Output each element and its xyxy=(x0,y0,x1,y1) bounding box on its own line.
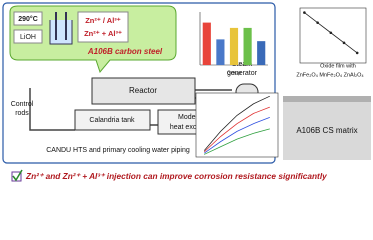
injection-box xyxy=(77,11,129,43)
reactor-box xyxy=(91,77,196,105)
bar xyxy=(216,39,225,65)
caption: CANDU HTS and primary cooling water pipi… xyxy=(46,147,190,154)
moderator: heat exchanger xyxy=(170,124,219,131)
curve xyxy=(204,128,270,155)
temp-box xyxy=(13,11,43,26)
oxide-layer xyxy=(283,96,371,102)
matrix xyxy=(283,102,371,160)
bar xyxy=(243,27,252,65)
control-rods: Control xyxy=(11,101,34,108)
calandria-box xyxy=(74,109,151,131)
bar xyxy=(202,22,211,66)
reactor: Reactor xyxy=(129,86,157,95)
profile-point xyxy=(329,31,333,35)
bar xyxy=(257,41,266,65)
steam-generator: Steam xyxy=(232,61,252,68)
matrix-label: A106B CS matrix xyxy=(296,126,357,135)
chem-box xyxy=(13,29,43,44)
vessel xyxy=(49,20,73,45)
checkbox-icon xyxy=(11,171,22,182)
profile-point xyxy=(342,41,346,45)
chemical: LiOH xyxy=(20,34,36,41)
graphical-abstract: 290°C LiOH Zn²⁺ / Al³⁺ Zn²⁺ + Al³⁺ A106B… xyxy=(2,2,371,182)
bar xyxy=(229,27,239,65)
moderator: Moderator xyxy=(178,114,211,121)
injection: Zn²⁺ + Al³⁺ xyxy=(84,29,122,38)
bar-x-label: Group xyxy=(227,70,241,76)
polarization-frame xyxy=(195,92,279,158)
steam-generator: generator xyxy=(227,70,258,77)
injection: Zn²⁺ / Al³⁺ xyxy=(85,16,121,25)
temperature: 290°C xyxy=(18,15,38,23)
material: A106B carbon steel xyxy=(87,47,163,56)
conclusion: Zn²⁺ and Zn²⁺ + Al³⁺ injection can impro… xyxy=(25,171,327,181)
control-rods: rods xyxy=(15,110,29,117)
check xyxy=(12,169,23,182)
film-label: Oxide film with xyxy=(320,63,356,69)
film-compounds: ZnFe₂O₄ MnFe₂O₄ ZnAl₂O₄ xyxy=(296,72,364,78)
profile-point xyxy=(303,11,306,14)
curve xyxy=(203,106,270,153)
curve xyxy=(203,116,270,154)
profile-frame xyxy=(299,7,367,64)
calandria: Calandria tank xyxy=(89,117,135,124)
curve xyxy=(203,95,270,151)
profile-point xyxy=(316,21,319,24)
profile-point xyxy=(355,51,359,55)
